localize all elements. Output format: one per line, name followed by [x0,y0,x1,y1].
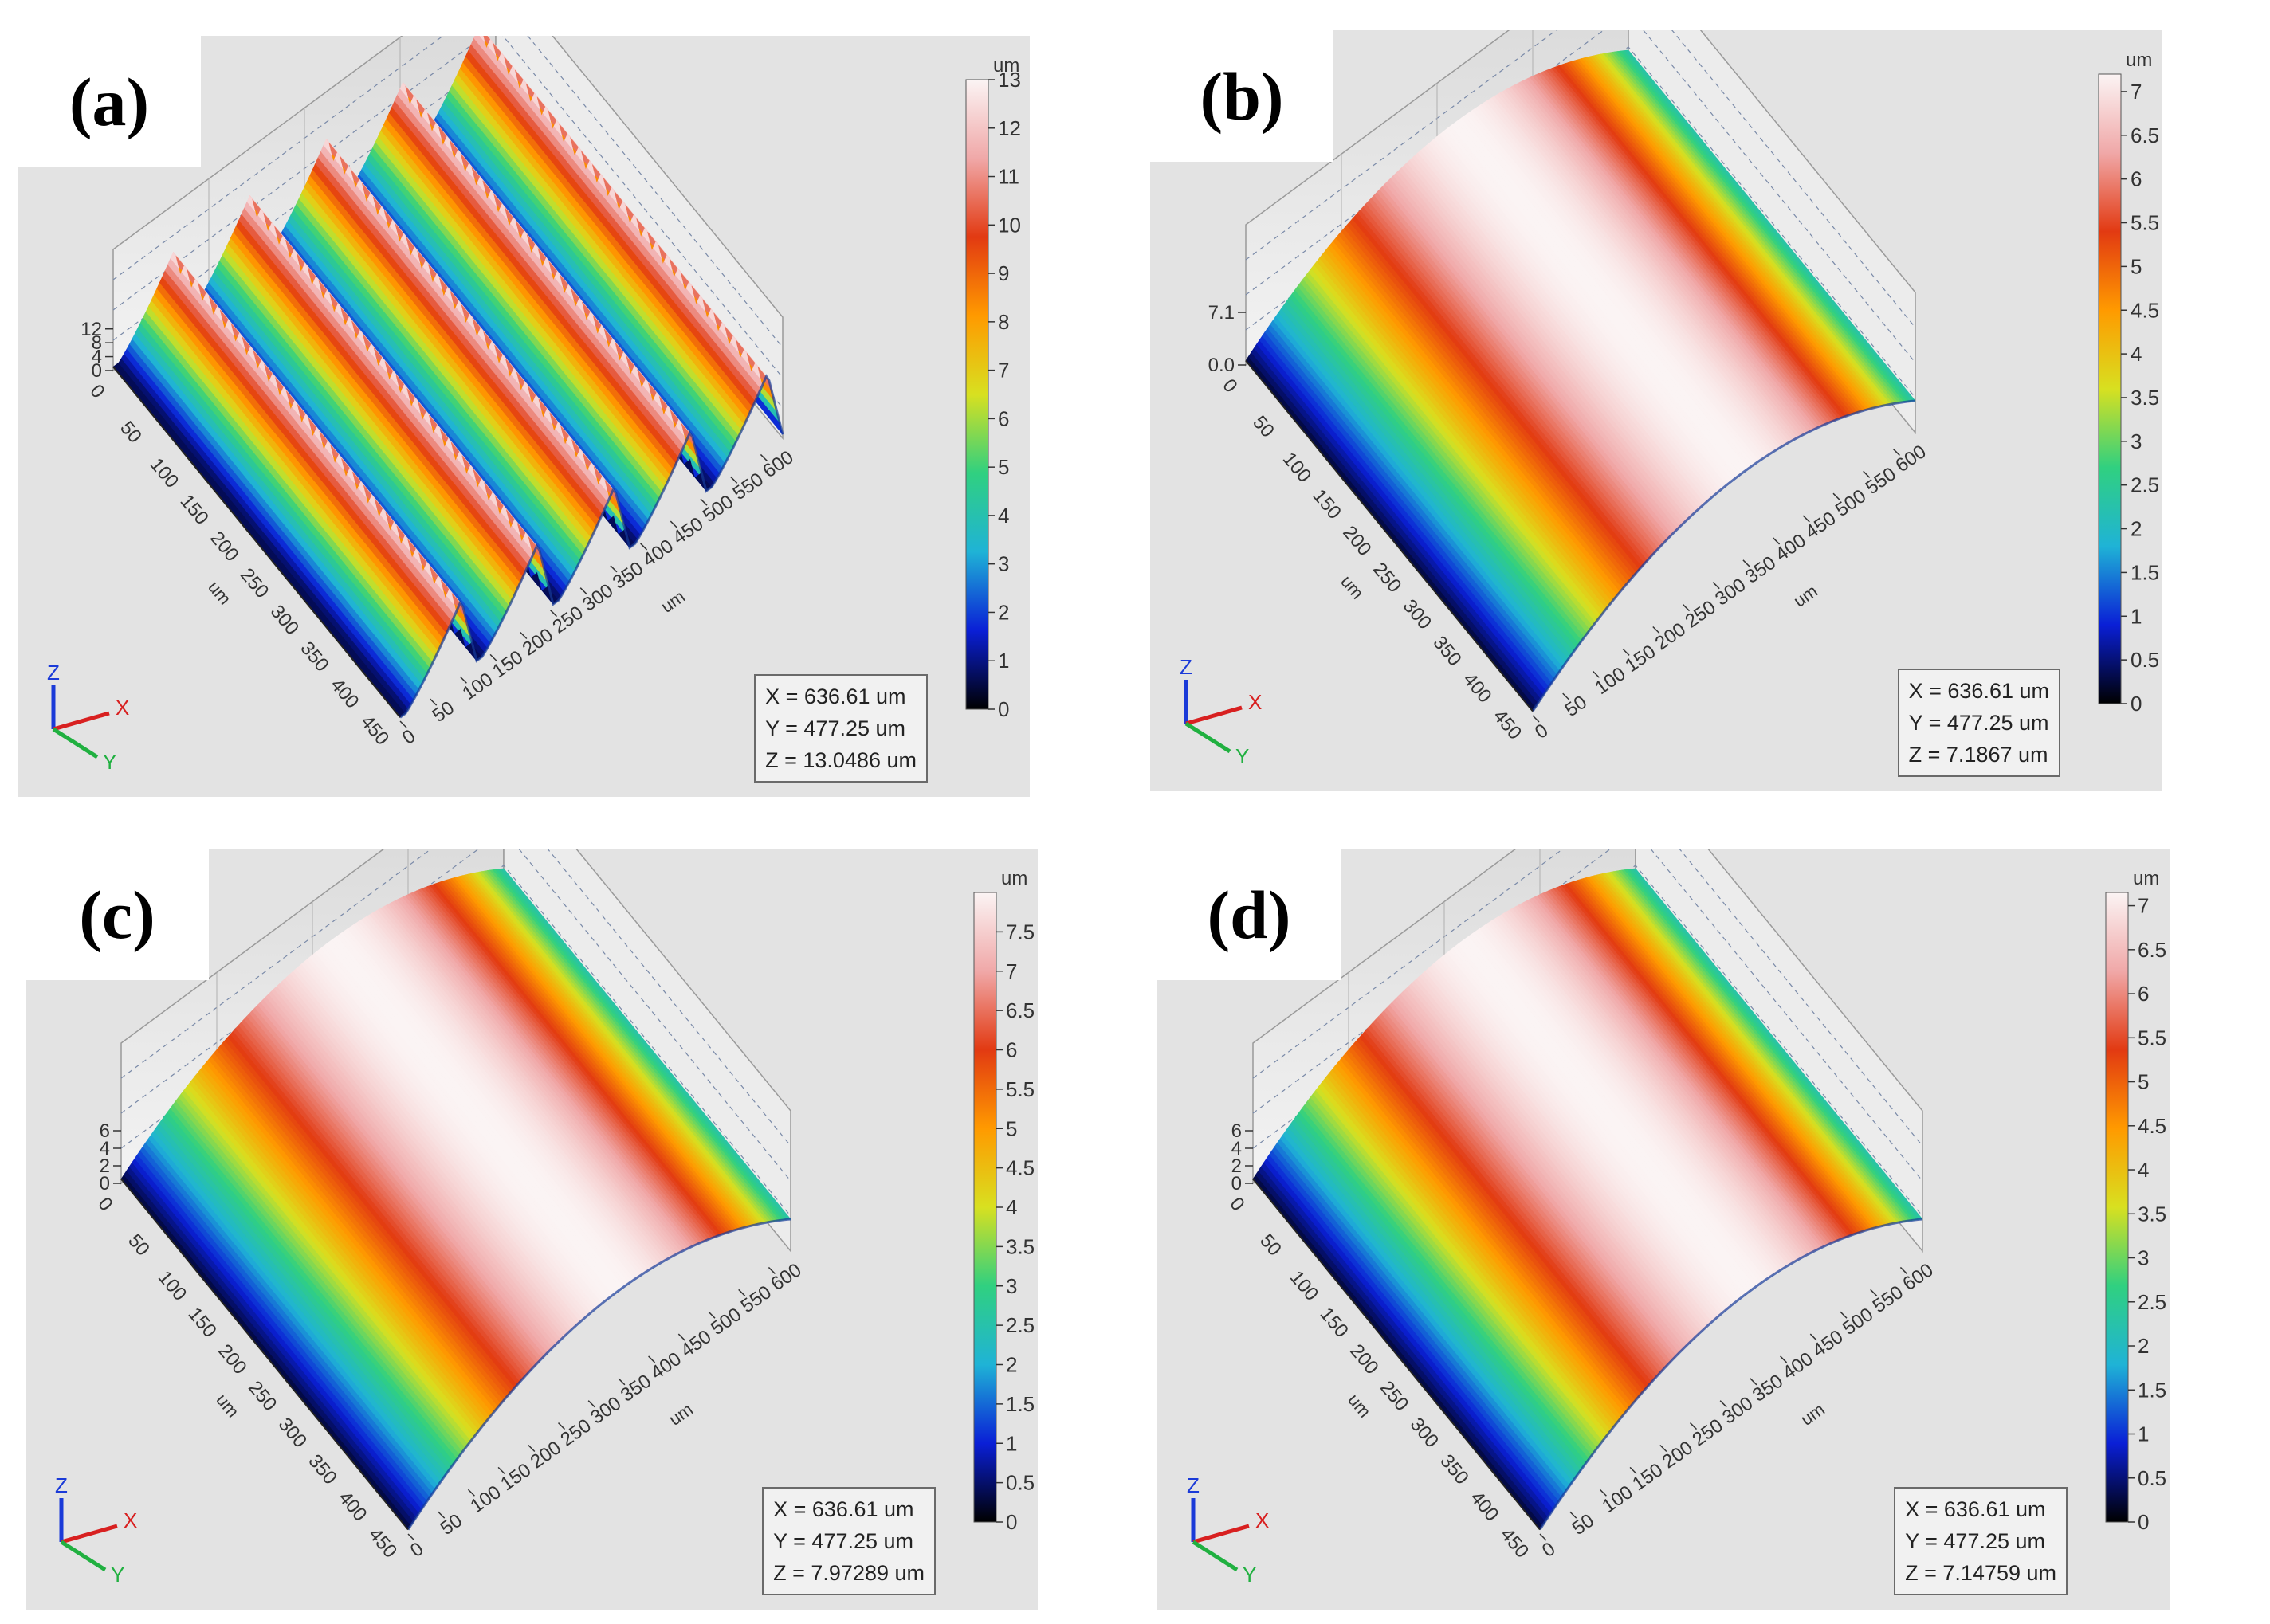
x-tick-label: 400 [639,535,677,571]
y-axis-unit: um [204,577,235,608]
x-tick-mark [520,631,528,640]
x-tick-mark [430,698,438,706]
x-tick-mark [670,520,677,528]
x-tick-label: 350 [609,558,647,594]
y-tick-label: 150 [176,491,213,529]
x-tick-mark [730,476,738,484]
x-tick-mark [700,498,708,506]
triad-y-label: Y [103,750,116,774]
triad-y-arrow [52,727,99,759]
x-tick-mark [489,653,497,661]
y-tick-label: 450 [356,711,393,749]
x-tick-mark [549,610,558,618]
z-tick-label: 4 [92,347,102,368]
grid-line [1245,30,1916,328]
colorbar-unit: um [993,55,1019,76]
x-tick-label: 300 [579,580,617,616]
y-tick-label: 50 [116,418,146,448]
triad-x-label: X [116,696,129,720]
z-tick-label: 8 [92,332,102,354]
colorbar-tick-label: 3 [998,552,1009,576]
front-edge [399,374,784,719]
colorbar-tick-label: 2 [998,600,1009,624]
surface-plot-a: 050100150200250300350400450500550600um05… [47,36,1021,774]
surface-plot-b: 050100150200250300350400450500550600um05… [1180,30,2159,768]
left-edge [112,366,401,718]
colorbar-tick-label: 4 [998,504,1009,528]
colorbar-tick-label: 5 [998,455,1009,479]
readout-x: X = 636.61 um [765,685,906,708]
colorbar-tick-label: 1 [998,649,1009,673]
colorbar-tick-label: 0 [998,697,1009,721]
x-tick-label: 550 [729,469,768,504]
x-tick-mark [579,587,587,595]
x-tick-label: 150 [489,646,527,682]
x-tick-label: 0 [399,725,419,749]
y-tick-label: 300 [266,601,303,639]
x-tick-label: 250 [548,602,587,637]
y-tick-label: 350 [296,637,332,676]
colorbar-tick-label: 9 [998,261,1009,285]
x-tick-mark [640,543,648,551]
x-tick-label: 450 [669,513,707,549]
colorbar-tick-label: 11 [998,165,1019,189]
y-tick-label: 400 [326,674,363,712]
colorbar-tick-label: 8 [998,310,1009,334]
readout-z: Z = 13.0486 um [765,748,917,772]
colorbar-tick-label: 6 [998,406,1009,430]
y-tick-label: 200 [206,528,242,566]
surface-panel-b: 0 50 100 150 200 250 300 350 400 450 500 550 600 um 0 5… [1150,30,2162,791]
panel-label: (a) [18,36,201,167]
colorbar [965,79,989,710]
surface-panel-a: 0 50 100 150 200 250 300 350 400 450 500 550 600 um 0 5… [18,36,1030,797]
x-tick-label: 200 [519,624,557,660]
colorbar-tick-label: 10 [998,213,1021,237]
y-tick-label: 250 [236,564,273,602]
y-tick-label: 0 [85,381,108,403]
z-tick-label: 0 [92,360,102,382]
x-tick-mark [760,453,768,461]
x-tick-label: 100 [458,669,497,704]
colorbar-tick-label: 7 [998,359,1009,382]
triad-x-arrow [53,711,110,732]
triad-z-label: Z [47,661,60,685]
z-tick-label: 12 [81,319,102,340]
surface-mesh [1245,49,1916,712]
surface-mesh [112,36,784,718]
readout-y: Y = 477.25 um [765,716,906,740]
colorbar-tick-label: 12 [998,116,1021,140]
x-tick-label: 500 [699,491,737,527]
grid-line [112,36,784,348]
y-tick-label: 100 [146,454,183,492]
x-tick-mark [399,720,407,728]
colorbar-tick-label: 13 [998,68,1021,92]
x-tick-mark [610,565,618,573]
coordinate-readout: X = 636.61 um Y = 477.25 um Z = 13.0486 um [754,674,928,783]
x-tick-label: 600 [759,446,797,482]
x-axis-unit: um [658,586,689,617]
x-tick-mark [459,676,467,684]
